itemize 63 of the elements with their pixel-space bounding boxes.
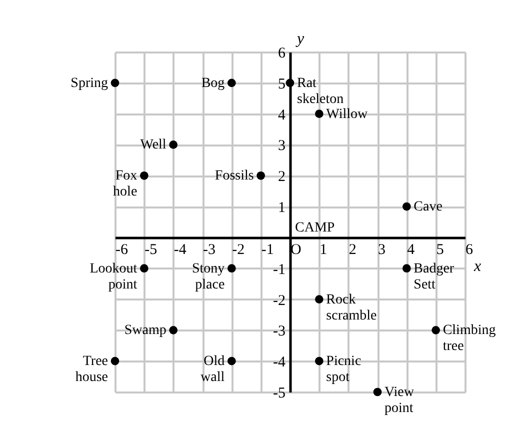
annotation: CAMP xyxy=(295,220,335,236)
point xyxy=(140,171,148,180)
annotation: Willow xyxy=(326,106,368,122)
y-tick-label: -1 xyxy=(273,262,286,278)
y-tick-label: 3 xyxy=(278,138,286,154)
x-tick-label: -5 xyxy=(144,242,158,258)
x-tick-label: 4 xyxy=(407,242,416,258)
annotation: Stony place xyxy=(192,261,225,292)
annotation: Tree house xyxy=(75,354,108,386)
point xyxy=(110,78,120,88)
point xyxy=(169,326,178,334)
y-tick-label: 2 xyxy=(278,169,286,186)
y-axis-title: y xyxy=(294,30,305,48)
point xyxy=(110,356,120,366)
x-tick-label: -4 xyxy=(174,242,187,258)
x-tick-label: 6 xyxy=(466,242,474,258)
x-tick-label: 2 xyxy=(348,242,356,258)
point xyxy=(227,264,236,273)
annotation: Lookout point xyxy=(90,261,138,292)
annotation: Picnic spot xyxy=(326,354,362,386)
x-axis-title: x xyxy=(472,258,482,275)
point xyxy=(140,264,148,273)
point xyxy=(314,110,324,118)
annotation: Fossils xyxy=(214,168,254,184)
x-tick-label: 5 xyxy=(436,242,444,258)
annotation: Old wall xyxy=(200,354,225,386)
annotation: Spring xyxy=(70,76,108,91)
point xyxy=(286,78,294,88)
y-tick-label: -4 xyxy=(273,354,286,371)
x-tick-label: O xyxy=(290,242,302,258)
point xyxy=(256,171,266,180)
annotation: Well xyxy=(140,138,166,153)
x-tick-label: -1 xyxy=(261,242,274,258)
y-tick-label: 1 xyxy=(278,200,286,216)
y-tick-label: 5 xyxy=(278,76,286,92)
annotation: View point xyxy=(384,385,415,416)
annotation: Badger Sett xyxy=(414,261,454,292)
point xyxy=(169,140,178,149)
point xyxy=(402,264,411,273)
y-tick-label: 6 xyxy=(278,46,286,62)
point xyxy=(227,356,236,366)
annotation: Cave xyxy=(414,200,442,215)
point xyxy=(402,202,411,211)
x-tick-label: 3 xyxy=(378,242,386,258)
annotation: Swamp xyxy=(124,323,166,338)
y-tick-label: -3 xyxy=(273,324,286,340)
y-tick-label: -5 xyxy=(273,386,286,402)
point xyxy=(227,78,236,88)
point xyxy=(432,326,440,334)
x-tick-label: -6 xyxy=(116,242,128,258)
point xyxy=(314,295,324,304)
annotation: Rock scramble xyxy=(326,292,377,324)
x-tick-label: -3 xyxy=(203,242,216,258)
annotation: Bog xyxy=(201,76,225,91)
x-tick-label: 1 xyxy=(320,242,328,258)
annotation: Climbing tree xyxy=(442,323,496,354)
y-tick-label: -2 xyxy=(273,292,286,309)
x-tick-label: -2 xyxy=(232,242,245,258)
annotation: Rat skeleton xyxy=(297,76,344,107)
y-tick-label: 4 xyxy=(278,107,286,124)
point xyxy=(314,356,324,366)
annotation: Fox hole xyxy=(113,168,138,200)
point xyxy=(373,388,382,396)
